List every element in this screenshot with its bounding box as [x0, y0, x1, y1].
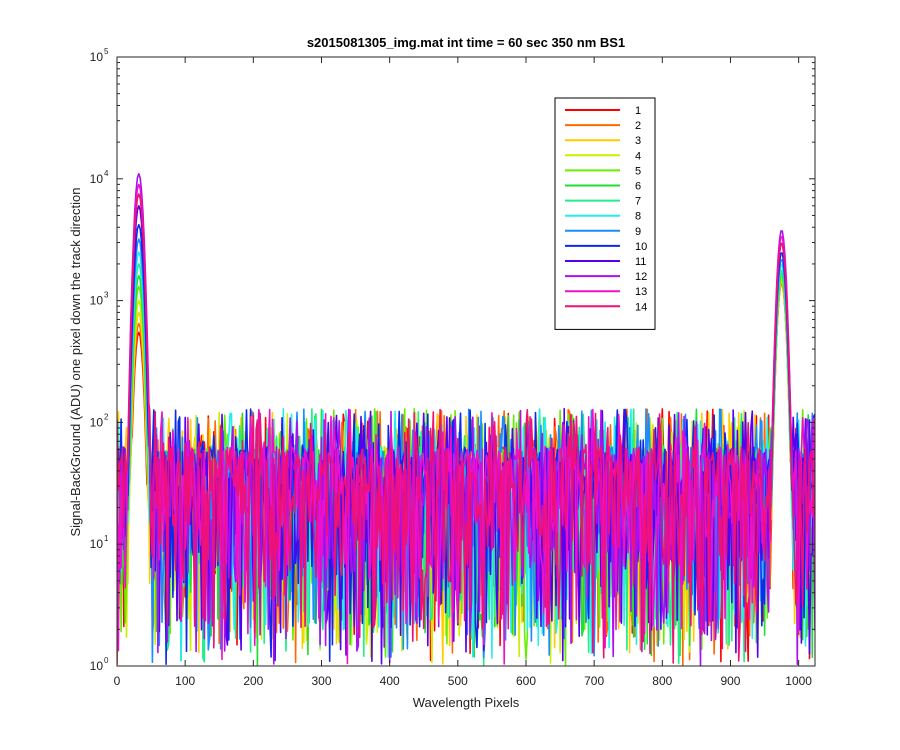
x-tick-label: 900	[720, 674, 740, 688]
y-tick-label-base: 10	[90, 659, 104, 673]
x-tick-label: 600	[516, 674, 536, 688]
y-tick-label-base: 10	[90, 294, 104, 308]
legend-label-9: 9	[635, 226, 641, 238]
x-tick-label: 0	[114, 674, 121, 688]
series-line-13	[117, 183, 815, 665]
legend-label-3: 3	[635, 135, 641, 147]
legend-label-2: 2	[635, 120, 641, 132]
axes-frame	[116, 56, 816, 667]
y-tick-label-base: 10	[90, 50, 104, 64]
x-tick-label: 400	[380, 674, 400, 688]
legend-label-8: 8	[635, 211, 641, 223]
x-tick-label: 800	[652, 674, 672, 688]
series-line-14	[117, 193, 815, 664]
legend-label-10: 10	[635, 241, 647, 253]
x-tick-label: 200	[243, 674, 263, 688]
y-tick-label-base: 10	[90, 415, 104, 429]
y-axis-label: Signal-BackGround (ADU) one pixel down t…	[68, 187, 83, 536]
y-tick-label-exp: 2	[104, 412, 109, 421]
y-tick-label-exp: 0	[104, 656, 109, 665]
legend-label-11: 11	[635, 256, 646, 268]
x-tick-label: 700	[584, 674, 604, 688]
legend-label-14: 14	[635, 301, 647, 313]
x-tick-label: 500	[448, 674, 468, 688]
y-tick-label-exp: 5	[104, 47, 109, 56]
x-axis-label: Wavelength Pixels	[413, 695, 520, 710]
y-tick-label-exp: 1	[104, 534, 109, 543]
y-tick-label-exp: 3	[104, 291, 109, 300]
x-tick-label: 1000	[785, 674, 812, 688]
legend-label-4: 4	[635, 150, 641, 162]
legend-label-7: 7	[635, 196, 641, 208]
x-axis: 0 100 200 300 400 500 600 700 800 900 1000	[114, 57, 812, 688]
x-tick-label: 100	[175, 674, 195, 688]
chart-title: s2015081305_img.mat int time = 60 sec 35…	[307, 35, 625, 50]
series-group	[117, 173, 815, 666]
x-tick-label: 300	[311, 674, 331, 688]
y-tick-label-base: 10	[90, 172, 104, 186]
legend-label-13: 13	[635, 286, 647, 298]
legend-label-5: 5	[635, 165, 641, 177]
legend-label-6: 6	[635, 181, 641, 193]
y-tick-label-exp: 4	[104, 169, 109, 178]
legend-label-1: 1	[635, 105, 641, 117]
y-tick-label-base: 10	[90, 537, 104, 551]
legend-label-12: 12	[635, 271, 647, 283]
